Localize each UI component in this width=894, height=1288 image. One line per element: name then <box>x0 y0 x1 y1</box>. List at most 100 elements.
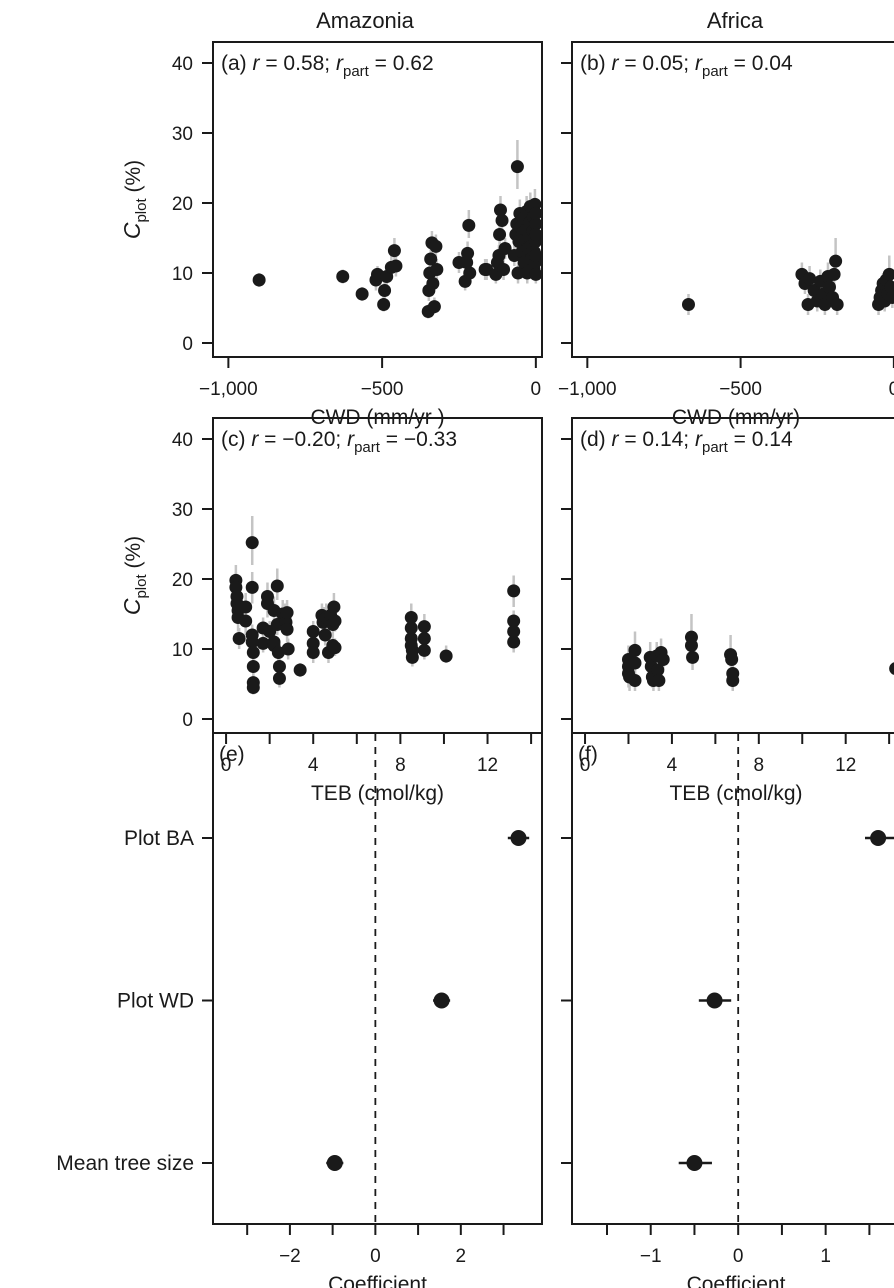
data-point <box>252 273 266 287</box>
data-point <box>507 584 521 598</box>
data-point <box>245 635 259 649</box>
data-point <box>889 662 894 675</box>
coefficient-point <box>706 992 723 1009</box>
data-point <box>686 650 700 664</box>
x-tick-label: −1,000 <box>558 379 617 400</box>
x-axis-title: Coefficient <box>687 1273 786 1288</box>
y-tick-label: 10 <box>172 640 193 661</box>
y-tick-label: 30 <box>172 500 193 521</box>
data-point <box>318 628 332 642</box>
data-point <box>272 660 286 673</box>
data-point <box>498 242 512 255</box>
y-tick-label: 30 <box>172 124 193 145</box>
data-point <box>529 228 541 241</box>
data-point <box>239 614 253 628</box>
data-point <box>827 267 841 281</box>
data-point <box>355 287 369 301</box>
data-point <box>885 291 894 304</box>
x-tick-label: 0 <box>370 1246 381 1267</box>
x-tick-label: 4 <box>667 755 678 776</box>
column-title-amazonia: Amazonia <box>316 8 415 33</box>
y-axis-title: Cplot (%) <box>119 536 150 615</box>
data-point <box>293 663 307 677</box>
data-point <box>628 656 642 670</box>
panel-annotation: (a) r = 0.58; rpart = 0.62 <box>221 52 434 80</box>
x-tick-label: 8 <box>754 755 765 776</box>
data-point <box>651 663 665 677</box>
x-tick-label: 2 <box>456 1246 467 1267</box>
coefficient-point <box>686 1155 703 1171</box>
x-tick-label: 0 <box>531 379 542 400</box>
data-point <box>822 280 836 294</box>
panel-annotation: (d) r = 0.14; rpart = 0.14 <box>580 428 793 456</box>
data-point <box>404 621 418 635</box>
data-point <box>430 263 444 276</box>
x-tick-label: −1 <box>640 1246 662 1267</box>
x-tick-label: −1,000 <box>199 379 258 400</box>
data-point <box>529 217 541 231</box>
data-point <box>426 277 440 290</box>
x-axis-title: TEB (cmol/kg) <box>669 782 802 805</box>
coefficient-point <box>870 830 887 846</box>
data-point <box>463 266 477 280</box>
data-point <box>417 643 431 657</box>
data-point <box>271 646 285 659</box>
y-tick-label: 40 <box>172 430 193 451</box>
data-point <box>405 650 419 664</box>
data-point <box>493 203 507 217</box>
x-tick-label: 0 <box>221 755 232 776</box>
data-points <box>681 238 894 315</box>
y-tick-label: 40 <box>172 54 193 75</box>
panel-frame <box>571 41 894 358</box>
coefficient-point <box>326 1155 343 1171</box>
data-point <box>493 228 507 241</box>
panel-f: −1 0 1 Coefficient (f) <box>561 732 894 1288</box>
data-point <box>884 280 894 294</box>
panel-label: (f) <box>578 743 598 766</box>
data-point <box>280 622 294 636</box>
x-tick-label: 0 <box>733 1246 744 1267</box>
data-point <box>529 207 541 220</box>
x-tick-label: 4 <box>308 755 319 776</box>
panel-frame <box>212 732 543 1225</box>
data-point <box>495 214 509 227</box>
data-point <box>461 246 475 260</box>
data-points <box>229 516 521 695</box>
panel-frame <box>212 41 543 358</box>
data-point <box>725 653 739 666</box>
panel-label: (e) <box>219 743 245 766</box>
x-tick-label: 12 <box>477 755 498 776</box>
x-tick-label: −500 <box>361 379 404 400</box>
data-point <box>507 625 521 638</box>
data-point <box>830 298 844 311</box>
data-point <box>803 272 817 286</box>
y-tick-label: 0 <box>182 334 193 355</box>
data-point <box>829 254 843 268</box>
coefficient-point <box>510 830 527 846</box>
data-point <box>427 300 441 314</box>
coefficient-point <box>433 992 450 1009</box>
y-tick-label: 20 <box>172 570 193 591</box>
x-tick-label: 0 <box>580 755 591 776</box>
y-tick-label: 10 <box>172 264 193 285</box>
data-point <box>424 252 438 266</box>
column-title-africa: Africa <box>707 8 764 33</box>
data-point <box>387 244 401 258</box>
data-point <box>246 681 260 694</box>
data-point <box>328 614 342 628</box>
data-point <box>306 625 320 638</box>
data-point <box>245 536 259 550</box>
data-point <box>246 660 260 673</box>
panel-frame <box>212 417 543 734</box>
data-point <box>510 160 524 174</box>
data-point <box>529 267 541 281</box>
x-axis-title: Coefficient <box>328 1273 427 1288</box>
panel-frame <box>571 732 894 1225</box>
data-point <box>726 674 740 687</box>
data-point <box>439 649 453 663</box>
data-point <box>328 641 342 655</box>
panel-e: −2 0 2 Coefficient Plot BA Plot WD Mean tree s… <box>56 732 543 1288</box>
